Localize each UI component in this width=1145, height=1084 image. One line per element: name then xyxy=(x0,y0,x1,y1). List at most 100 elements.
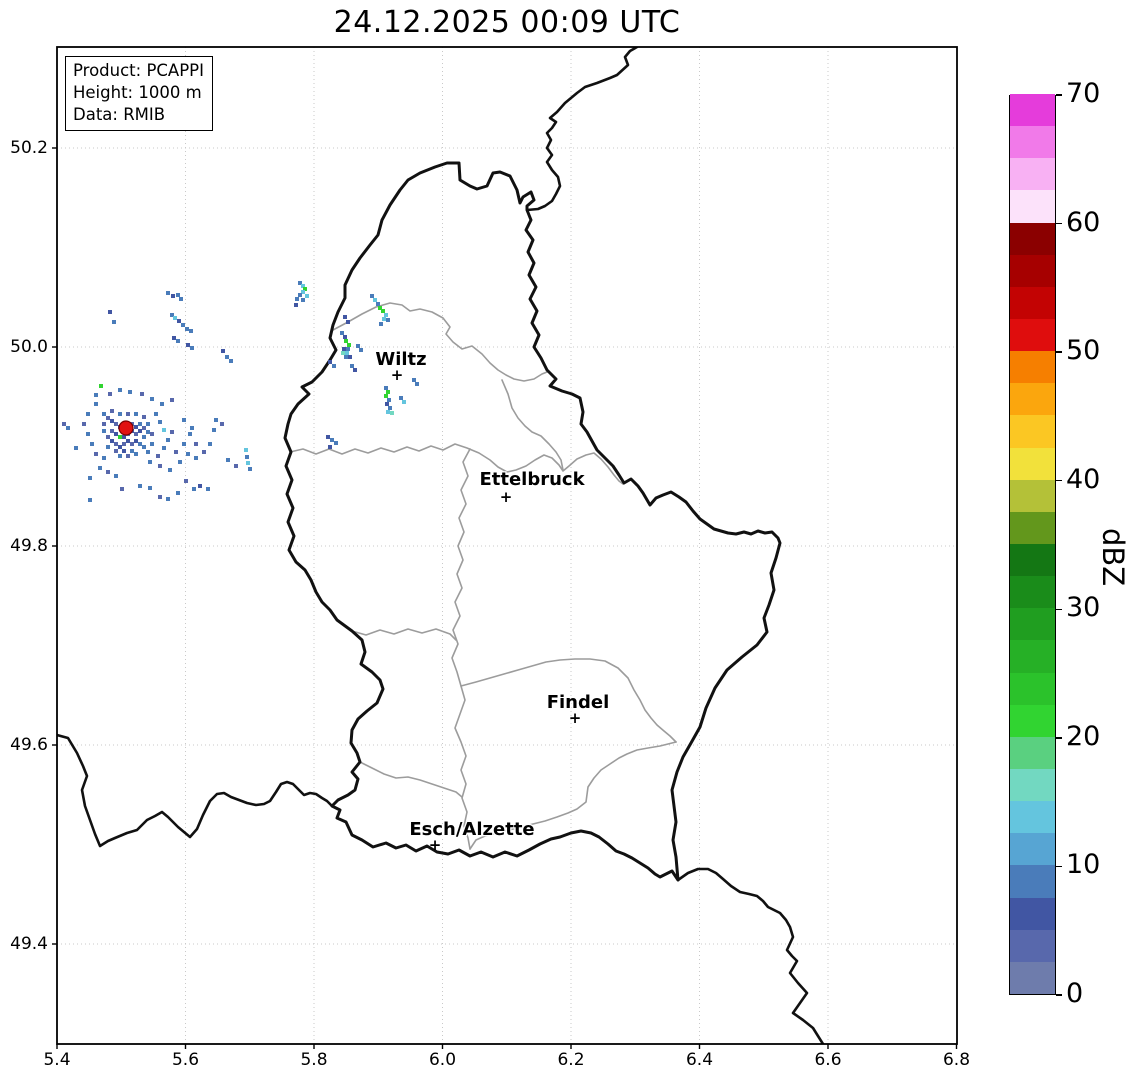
radar-echo-pixel xyxy=(190,426,194,430)
radar-echo-pixel xyxy=(166,497,170,501)
radar-echo-pixel xyxy=(108,392,112,396)
radar-echo-pixel xyxy=(138,442,142,446)
colorbar-tick-mark xyxy=(1056,222,1062,225)
colorbar-tick-label: 60 xyxy=(1066,206,1101,238)
colorbar-segment xyxy=(1010,350,1055,384)
radar-echo-pixel xyxy=(188,432,192,436)
radar-echo-pixel xyxy=(194,456,198,460)
radar-echo-pixel xyxy=(168,468,172,472)
radar-echo-pixel xyxy=(88,476,92,480)
x-tick-label: 5.4 xyxy=(43,1050,71,1070)
radar-echo-pixel xyxy=(62,422,66,426)
radar-echo-pixel xyxy=(208,442,212,446)
radar-echo-pixel xyxy=(118,388,122,392)
canton-border xyxy=(501,379,564,471)
colorbar-segment xyxy=(1010,382,1055,416)
colorbar-segment xyxy=(1010,479,1055,512)
colorbar-segment xyxy=(1010,864,1055,898)
radar-echo-pixel xyxy=(86,432,90,436)
colorbar-tick-mark xyxy=(1056,994,1062,996)
radar-echo-pixel xyxy=(148,486,152,490)
radar-echo-pixel xyxy=(248,467,252,471)
colorbar-segment xyxy=(1010,286,1055,319)
radar-echo-pixel xyxy=(328,445,332,449)
radar-echo-pixel xyxy=(179,297,183,301)
colorbar-segment xyxy=(1010,511,1055,544)
colorbar-segment xyxy=(1010,832,1055,866)
city-marker: + xyxy=(391,366,404,384)
radar-echo-pixel xyxy=(370,294,374,298)
country-border xyxy=(57,733,334,848)
radar-echo-pixel xyxy=(134,432,138,436)
colorbar-tick-label: 30 xyxy=(1066,592,1101,624)
radar-echo-pixel xyxy=(102,412,106,416)
city-label: Esch/Alzette xyxy=(409,819,534,840)
colorbar-segment xyxy=(1010,414,1055,448)
radar-echo-pixel xyxy=(221,349,225,353)
radar-echo-pixel xyxy=(186,452,190,456)
radar-echo-pixel xyxy=(348,355,352,359)
colorbar-tick-mark xyxy=(1056,94,1062,96)
radar-echo-pixel xyxy=(382,317,386,321)
radar-echo-pixel xyxy=(82,422,86,426)
x-tick-label: 6.0 xyxy=(428,1050,457,1070)
canton-border xyxy=(332,302,548,382)
radar-echo-pixel xyxy=(373,298,377,302)
radar-echo-pixel xyxy=(246,461,250,465)
radar-echo-pixel xyxy=(229,359,233,363)
radar-echo-pixel xyxy=(140,392,144,396)
radar-echo-pixel xyxy=(134,439,138,443)
luxembourg-border xyxy=(283,161,782,882)
info-data-source: Data: RMIB xyxy=(73,105,166,124)
colorbar-segment xyxy=(1010,254,1055,287)
radar-echo-pixel xyxy=(126,439,130,443)
colorbar-segment xyxy=(1010,961,1055,994)
radar-echo-pixel xyxy=(106,435,110,439)
radar-echo-pixel xyxy=(130,449,134,453)
radar-echo-pixel xyxy=(305,294,309,298)
colorbar-segment xyxy=(1010,157,1055,191)
colorbar-segment xyxy=(1010,222,1055,255)
info-box: Product: PCAPPI Height: 1000 m Data: RMI… xyxy=(65,56,213,131)
radar-echo-pixel xyxy=(154,412,158,416)
radar-echo-pixel xyxy=(170,398,174,402)
radar-echo-pixel xyxy=(342,347,346,351)
city-marker: + xyxy=(429,836,442,854)
colorbar-tick-label: 70 xyxy=(1066,78,1101,109)
colorbar-segment xyxy=(1010,672,1055,705)
radar-echo-pixel xyxy=(376,302,380,306)
radar-echo-pixel xyxy=(122,435,126,439)
colorbar-tick-label: 40 xyxy=(1066,463,1101,495)
radar-echo-pixel xyxy=(148,460,152,464)
radar-echo-pixel xyxy=(176,293,180,297)
radar-echo-pixel xyxy=(194,442,198,446)
radar-echo-pixel xyxy=(150,442,154,446)
colorbar-tick-label: 10 xyxy=(1066,849,1101,881)
radar-echo-pixel xyxy=(359,348,363,352)
colorbar-segment xyxy=(1010,318,1055,352)
colorbar-segment xyxy=(1010,543,1055,577)
city-label: Findel xyxy=(547,692,610,713)
x-tick-label: 6.4 xyxy=(685,1050,714,1070)
radar-echo-pixel xyxy=(347,343,351,347)
x-tick-label: 6.6 xyxy=(814,1050,842,1070)
radar-echo-pixel xyxy=(334,441,338,445)
colorbar-segment xyxy=(1010,897,1055,930)
radar-echo-pixel xyxy=(385,402,389,406)
radar-echo-pixel xyxy=(346,320,350,324)
radar-echo-pixel xyxy=(298,281,302,285)
radar-echo-pixel xyxy=(102,422,106,426)
radar-echo-pixel xyxy=(134,452,138,456)
colorbar-segment xyxy=(1010,704,1055,737)
radar-echo-pixel xyxy=(176,491,180,495)
colorbar-segment xyxy=(1010,929,1055,962)
radar-echo-pixel xyxy=(94,452,98,456)
y-tick-label: 50.0 xyxy=(10,337,48,357)
radar-echo-pixel xyxy=(146,450,150,454)
colorbar-tick-mark xyxy=(1056,865,1062,868)
radar-echo-pixel xyxy=(150,432,154,436)
radar-echo-pixel xyxy=(328,360,332,364)
radar-echo-pixel xyxy=(330,438,334,442)
colorbar-tick-label: 20 xyxy=(1066,720,1101,752)
radar-echo-pixel xyxy=(90,442,94,446)
